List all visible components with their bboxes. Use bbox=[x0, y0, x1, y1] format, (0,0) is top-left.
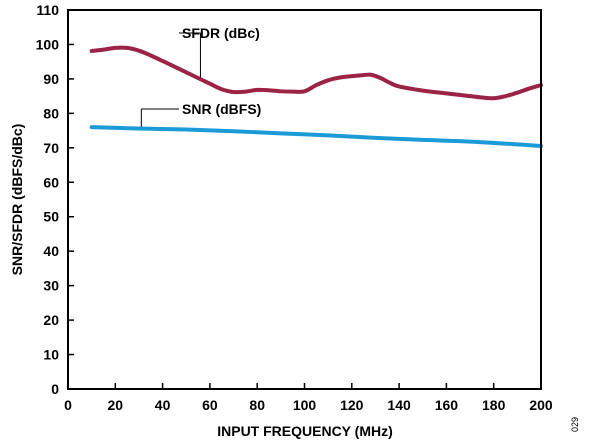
y-tick-label: 70 bbox=[43, 140, 59, 156]
y-tick-label: 0 bbox=[51, 381, 59, 397]
x-tick-label: 120 bbox=[340, 397, 364, 413]
series-label-snr: SNR (dBFS) bbox=[182, 101, 261, 117]
x-tick-label: 80 bbox=[249, 397, 265, 413]
x-axis-title: INPUT FREQUENCY (MHz) bbox=[217, 423, 393, 439]
y-tick-label: 100 bbox=[36, 36, 60, 52]
x-tick-label: 0 bbox=[64, 397, 72, 413]
x-tick-labels: 0 20 40 60 80 100 120 140 160 180 200 bbox=[64, 397, 553, 413]
figure-id: 029 bbox=[570, 416, 580, 432]
x-tick-label: 160 bbox=[435, 397, 459, 413]
y-tick-label: 110 bbox=[36, 2, 59, 18]
series-layer bbox=[89, 45, 543, 149]
y-tick-label: 40 bbox=[43, 243, 59, 259]
x-tick-label: 100 bbox=[293, 397, 317, 413]
y-tick-label: 90 bbox=[43, 71, 59, 87]
series-labels: SFDR (dBc) SNR (dBFS) bbox=[140, 25, 261, 127]
x-tick-label: 60 bbox=[202, 397, 218, 413]
x-tick-label: 40 bbox=[155, 397, 171, 413]
series-line-sfdr bbox=[89, 45, 543, 101]
y-tick-label: 80 bbox=[43, 105, 59, 121]
x-tick-label: 200 bbox=[529, 397, 553, 413]
y-tick-label: 10 bbox=[43, 347, 59, 363]
y-axis-title: SNR/SFDR (dBFS/dBc) bbox=[9, 124, 25, 276]
x-tick-label: 20 bbox=[108, 397, 124, 413]
y-tick-label: 50 bbox=[43, 209, 59, 225]
y-tick-label: 20 bbox=[43, 312, 59, 328]
x-tick-label: 180 bbox=[482, 397, 506, 413]
y-tick-label: 60 bbox=[43, 174, 59, 190]
series-line-snr bbox=[89, 125, 543, 149]
plot-frame bbox=[67, 9, 542, 390]
x-tick-label: 140 bbox=[387, 397, 411, 413]
series-label-sfdr: SFDR (dBc) bbox=[182, 25, 260, 41]
y-tick-labels: 0 10 20 30 40 50 60 70 80 90 100 110 bbox=[36, 2, 60, 397]
y-tick-label: 30 bbox=[43, 278, 59, 294]
